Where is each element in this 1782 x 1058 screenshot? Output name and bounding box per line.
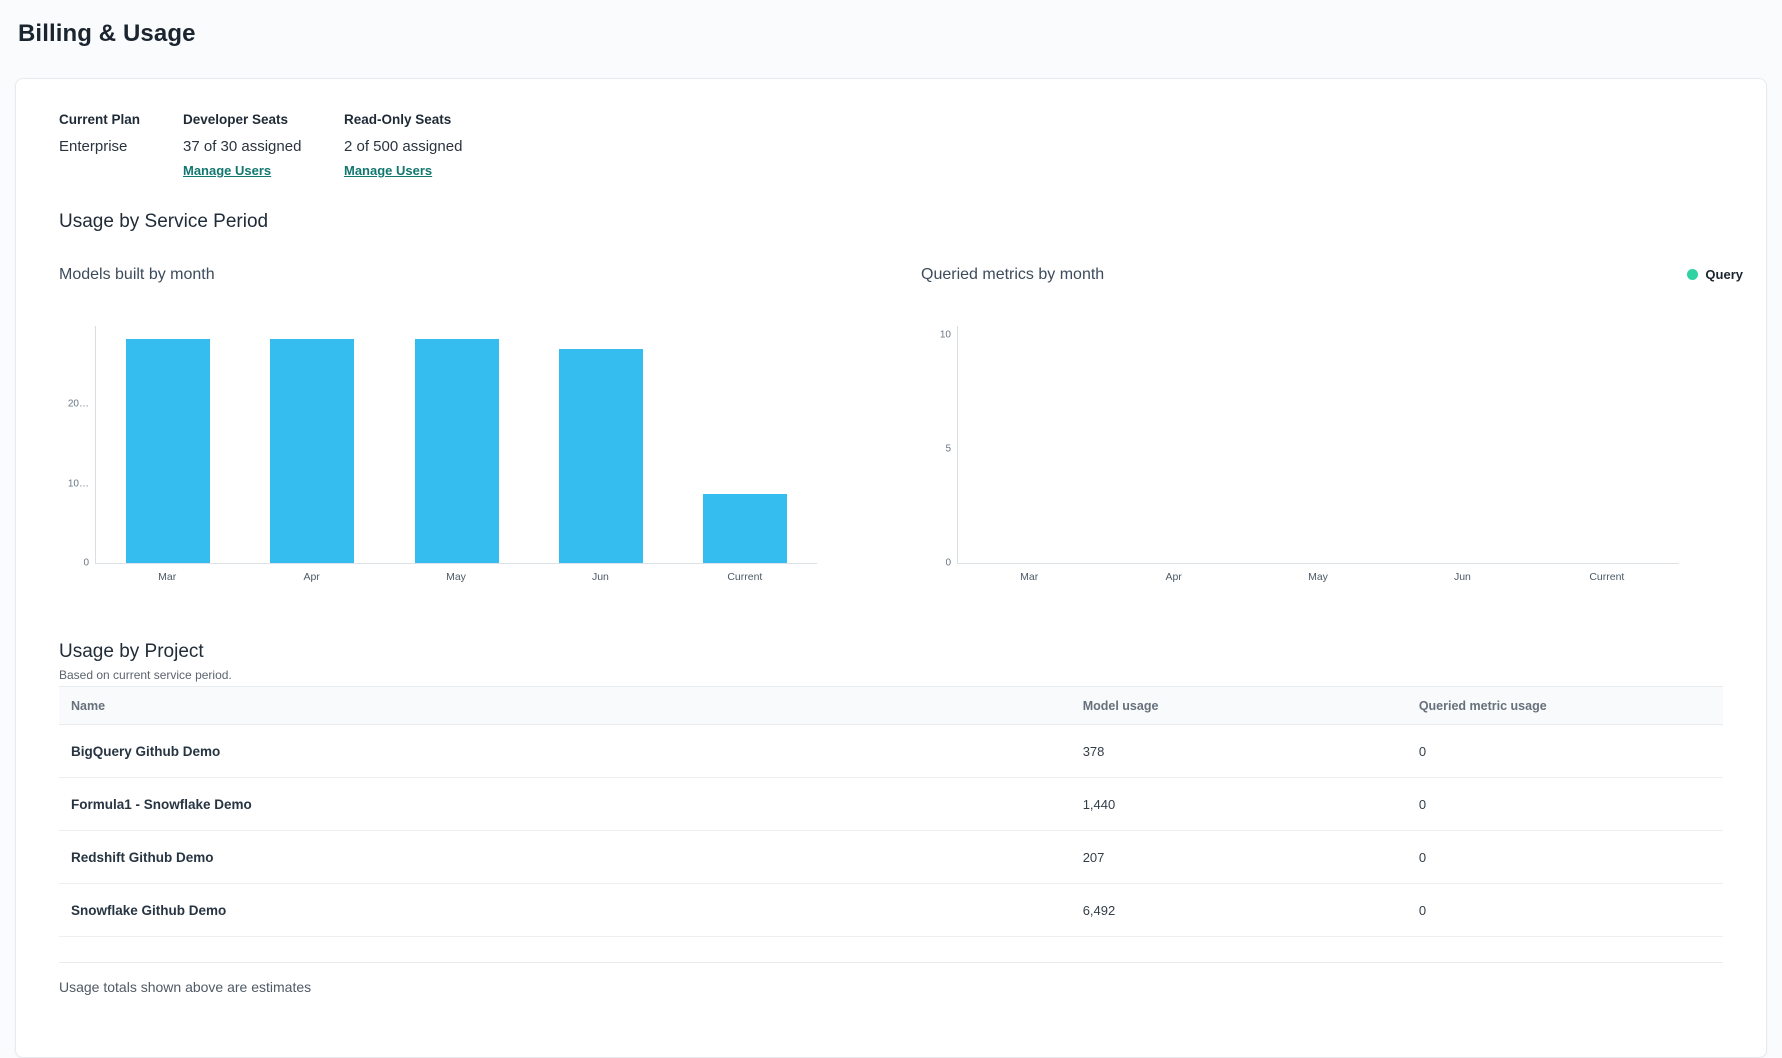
cell-model-usage: 378 [1082, 743, 1105, 759]
x-axis-label: Current [1589, 571, 1625, 583]
cell-queried-metric-usage: 0 [1418, 743, 1427, 759]
y-axis-tick: 0 [83, 557, 89, 569]
cell-name: Formula1 - Snowflake Demo [71, 796, 252, 812]
column-header-name: Name [71, 698, 106, 713]
plan-item-current-plan: Current Plan Enterprise [59, 112, 183, 179]
queried-metrics-plot: 0 5 10 [940, 326, 1679, 569]
page-title: Billing & Usage [18, 20, 196, 47]
x-axis-label: Jun [1453, 571, 1471, 583]
column-header-queried-metric-usage: Queried metric usage [1418, 698, 1547, 713]
chart-queried-metrics: Queried metrics by month 0 5 10 Mar Apr May J… [921, 265, 1679, 584]
bar-slot [96, 326, 240, 563]
cell-model-usage: 1,440 [1082, 796, 1116, 812]
cell-queried-metric-usage: 0 [1418, 902, 1427, 918]
cell-model-usage: 207 [1082, 849, 1105, 865]
models-built-x-axis: Mar Apr May Jun Current [95, 571, 817, 584]
column-header-model-usage: Model usage [1082, 698, 1159, 713]
table-row: BigQuery Github Demo 378 0 [59, 725, 1723, 778]
usage-footnote: Usage totals shown above are estimates [59, 979, 312, 995]
readonly-seats-label: Read-Only Seats [344, 112, 452, 127]
bar [126, 338, 211, 563]
bar [414, 338, 499, 563]
bar [558, 348, 643, 563]
manage-users-link-developer[interactable]: Manage Users [183, 163, 272, 178]
plan-summary: Current Plan Enterprise Developer Seats … [59, 112, 1723, 179]
x-axis-label: Apr [1165, 571, 1182, 583]
x-axis-label: Apr [303, 571, 320, 583]
x-axis-label: Mar [158, 571, 177, 583]
y-axis-tick: 0 [945, 557, 951, 569]
chart-title-queried-metrics: Queried metrics by month [921, 266, 1105, 283]
bar-slot [1391, 326, 1535, 563]
page-header: Billing & Usage [0, 0, 1782, 48]
manage-users-link-readonly[interactable]: Manage Users [344, 163, 433, 178]
cell-name: Redshift Github Demo [71, 849, 214, 865]
bar-slot [529, 326, 673, 563]
plan-item-developer-seats: Developer Seats 37 of 30 assigned Manage… [183, 112, 344, 179]
bar-slot [1102, 326, 1246, 563]
chart-title-models-built: Models built by month [59, 266, 215, 283]
table-row: Redshift Github Demo 207 0 [59, 831, 1723, 884]
x-axis-label: May [1308, 571, 1328, 583]
legend-query[interactable]: Query [1687, 267, 1743, 282]
cell-queried-metric-usage: 0 [1418, 849, 1427, 865]
bar [702, 493, 787, 563]
cell-queried-metric-usage: 0 [1418, 796, 1427, 812]
x-axis-label: Mar [1020, 571, 1039, 583]
projects-table-body: BigQuery Github Demo 378 0 Formula1 - Snowf… [59, 725, 1723, 937]
models-built-plot-area: 0 10… 20… [68, 326, 817, 569]
cell-name: BigQuery Github Demo [71, 743, 221, 759]
bar [270, 338, 355, 563]
y-axis-tick: 10… [67, 478, 89, 490]
projects-table-header: Name Model usage Queried metric usage [59, 687, 1723, 725]
developer-seats-label: Developer Seats [183, 112, 289, 127]
projects-section: Usage by Project Based on current servic… [59, 640, 1723, 996]
bar-slot [1246, 326, 1390, 563]
charts-row: Models built by month 0 10… 20… Mar Apr May J… [59, 265, 1743, 584]
x-axis-label: Jun [591, 571, 609, 583]
bar-slot [958, 326, 1102, 563]
cell-name: Snowflake Github Demo [71, 902, 227, 918]
table-row: Snowflake Github Demo 6,492 0 [59, 884, 1723, 937]
projects-table: Name Model usage Queried metric usage Bi… [59, 686, 1723, 963]
queried-metrics-x-axis: Mar Apr May Jun Current [957, 571, 1679, 584]
bar-slot [673, 326, 817, 563]
x-axis-label: Current [727, 571, 763, 583]
usage-section-title: Usage by Service Period [59, 211, 269, 232]
bar-slot [240, 326, 384, 563]
y-axis-tick: 20… [67, 398, 89, 410]
projects-table-footer-spacer [59, 937, 1723, 963]
x-axis-label: May [446, 571, 466, 583]
bar-slot [384, 326, 528, 563]
y-axis-tick: 5 [945, 443, 951, 455]
billing-card: Current Plan Enterprise Developer Seats … [15, 78, 1767, 1058]
cell-model-usage: 6,492 [1082, 902, 1116, 918]
queried-metrics-plot-area: 0 5 10 [940, 326, 1679, 569]
developer-seats-value: 37 of 30 assigned [183, 138, 302, 155]
current-plan-value: Enterprise [59, 138, 128, 155]
chart-models-built: Models built by month 0 10… 20… Mar Apr May J… [59, 265, 817, 584]
plan-item-readonly-seats: Read-Only Seats 2 of 500 assigned Manage… [344, 112, 462, 179]
projects-section-subtitle: Based on current service period. [59, 668, 232, 682]
current-plan-label: Current Plan [59, 112, 141, 127]
legend-query-label: Query [1705, 267, 1743, 282]
projects-section-title: Usage by Project [59, 641, 204, 662]
bar-slot [1535, 326, 1679, 563]
y-axis-tick: 10 [939, 329, 951, 341]
table-row: Formula1 - Snowflake Demo 1,440 0 [59, 778, 1723, 831]
query-series-dot-icon [1687, 269, 1699, 280]
models-built-plot: 0 10… 20… [68, 326, 817, 569]
readonly-seats-value: 2 of 500 assigned [344, 138, 463, 155]
